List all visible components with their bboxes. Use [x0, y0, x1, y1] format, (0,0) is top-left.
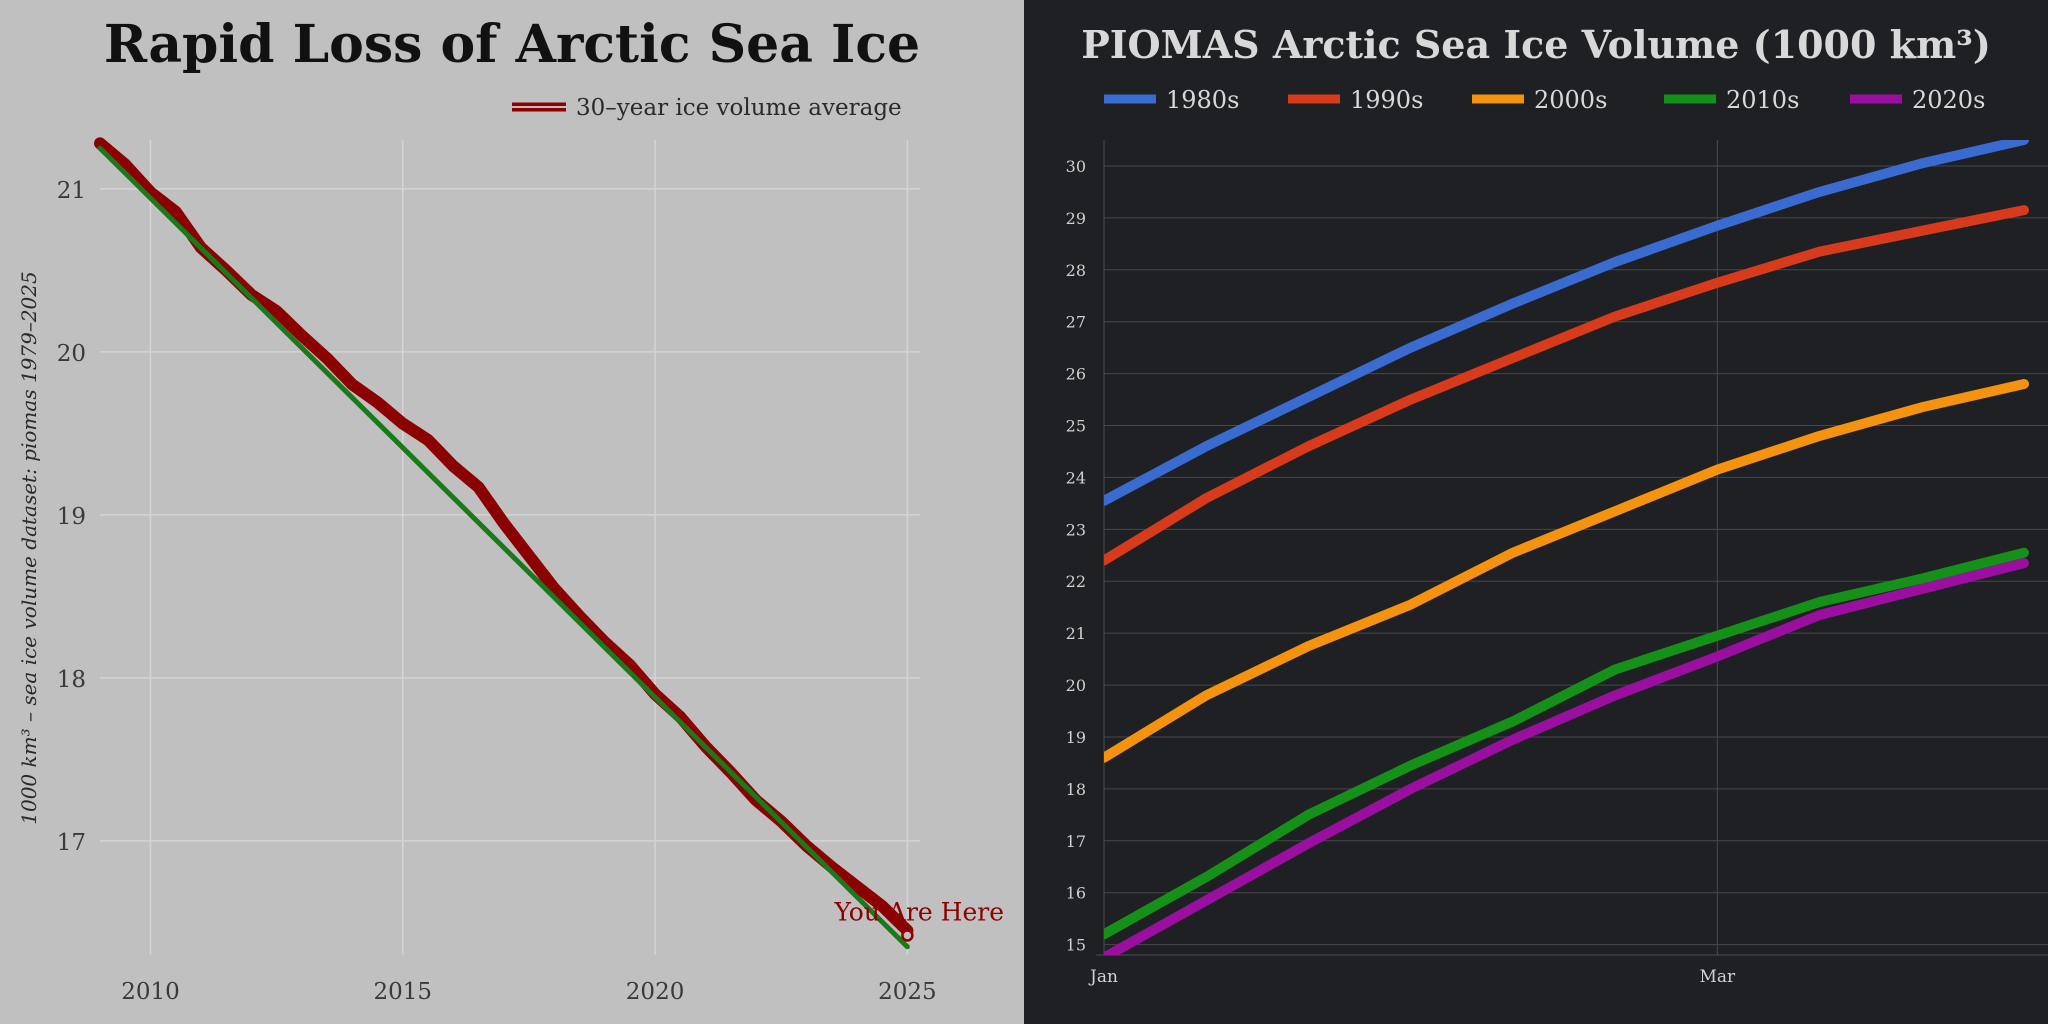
- y-tick-label: 22: [1066, 572, 1086, 591]
- trend-line: [97, 145, 910, 950]
- y-tick-label: 20: [57, 341, 86, 367]
- legend-item-2010s[interactable]: 2010s: [1664, 86, 1799, 114]
- y-tick-label: 15: [1066, 936, 1086, 955]
- chart-title: Rapid Loss of Arctic Sea Ice: [104, 14, 920, 75]
- y-tick-label: 17: [1066, 832, 1086, 851]
- series-group: [1104, 140, 2029, 955]
- legend-item-2020s[interactable]: 2020s: [1850, 86, 1985, 114]
- series-line-2020s: [1104, 558, 2029, 955]
- you-are-here-marker: [901, 929, 914, 942]
- left-gridlines: [100, 140, 920, 955]
- y-tick-label: 18: [1066, 780, 1086, 799]
- x-tick-label: 2020: [626, 979, 685, 1005]
- legend[interactable]: 30–year ice volume average: [512, 95, 902, 121]
- y-tick-label: 21: [57, 178, 86, 204]
- y-tick-label: 23: [1066, 520, 1086, 539]
- chart-title: PIOMAS Arctic Sea Ice Volume (1000 km³): [1081, 22, 1991, 67]
- ice-volume-trend-chart: Rapid Loss of Arctic Sea Ice 30–year ice …: [17, 14, 1004, 1005]
- series-line-1980s: [1104, 140, 2029, 506]
- legend-item-1990s[interactable]: 1990s: [1288, 86, 1423, 114]
- left-chart-panel: Rapid Loss of Arctic Sea Ice 30–year ice …: [0, 0, 1024, 1024]
- legend-label: 2010s: [1726, 86, 1799, 114]
- y-tick-label: 29: [1066, 209, 1086, 228]
- y-tick-label: 28: [1066, 261, 1086, 280]
- y-tick-label: 27: [1066, 313, 1086, 332]
- y-tick-label: 18: [57, 667, 86, 693]
- legend-label: 2020s: [1912, 86, 1985, 114]
- legend-item-1980s[interactable]: 1980s: [1104, 86, 1239, 114]
- y-tick-label: 26: [1066, 365, 1086, 384]
- y-tick-label: 21: [1066, 624, 1086, 643]
- y-tick-label: 19: [57, 504, 86, 530]
- legend-item-2000s[interactable]: 2000s: [1472, 86, 1607, 114]
- series-line-2000s: [1104, 379, 2029, 763]
- y-tick-label: 17: [57, 830, 86, 856]
- legend-label: 1980s: [1166, 86, 1239, 114]
- y-tick-label: 16: [1066, 884, 1086, 903]
- x-tick-label: 2015: [373, 979, 432, 1005]
- x-tick-label: 2010: [121, 979, 180, 1005]
- series-line-1990s: [1104, 205, 2029, 566]
- x-tick-label: Mar: [1699, 967, 1736, 987]
- legend-label: 2000s: [1534, 86, 1607, 114]
- y-axis-label: 1000 km³ – sea ice volume dataset: pioma…: [17, 271, 41, 825]
- x-tick-label: 2025: [878, 979, 937, 1005]
- series-line-30yr-average: [94, 137, 914, 937]
- x-tick-label: Jan: [1088, 967, 1118, 987]
- you-are-here-label: You Are Here: [833, 897, 1004, 926]
- y-tick-label: 19: [1066, 728, 1086, 747]
- y-tick-label: 24: [1066, 468, 1086, 487]
- series-line-2010s: [1104, 547, 2029, 940]
- right-chart-panel: PIOMAS Arctic Sea Ice Volume (1000 km³) 1…: [1024, 0, 2048, 1024]
- y-tick-label: 25: [1066, 417, 1086, 436]
- legend-label: 30–year ice volume average: [576, 95, 902, 121]
- piomas-decades-chart: PIOMAS Arctic Sea Ice Volume (1000 km³) 1…: [1024, 0, 2048, 1024]
- legend-label: 1990s: [1350, 86, 1423, 114]
- y-tick-label: 30: [1066, 157, 1086, 176]
- y-tick-label: 20: [1066, 676, 1086, 695]
